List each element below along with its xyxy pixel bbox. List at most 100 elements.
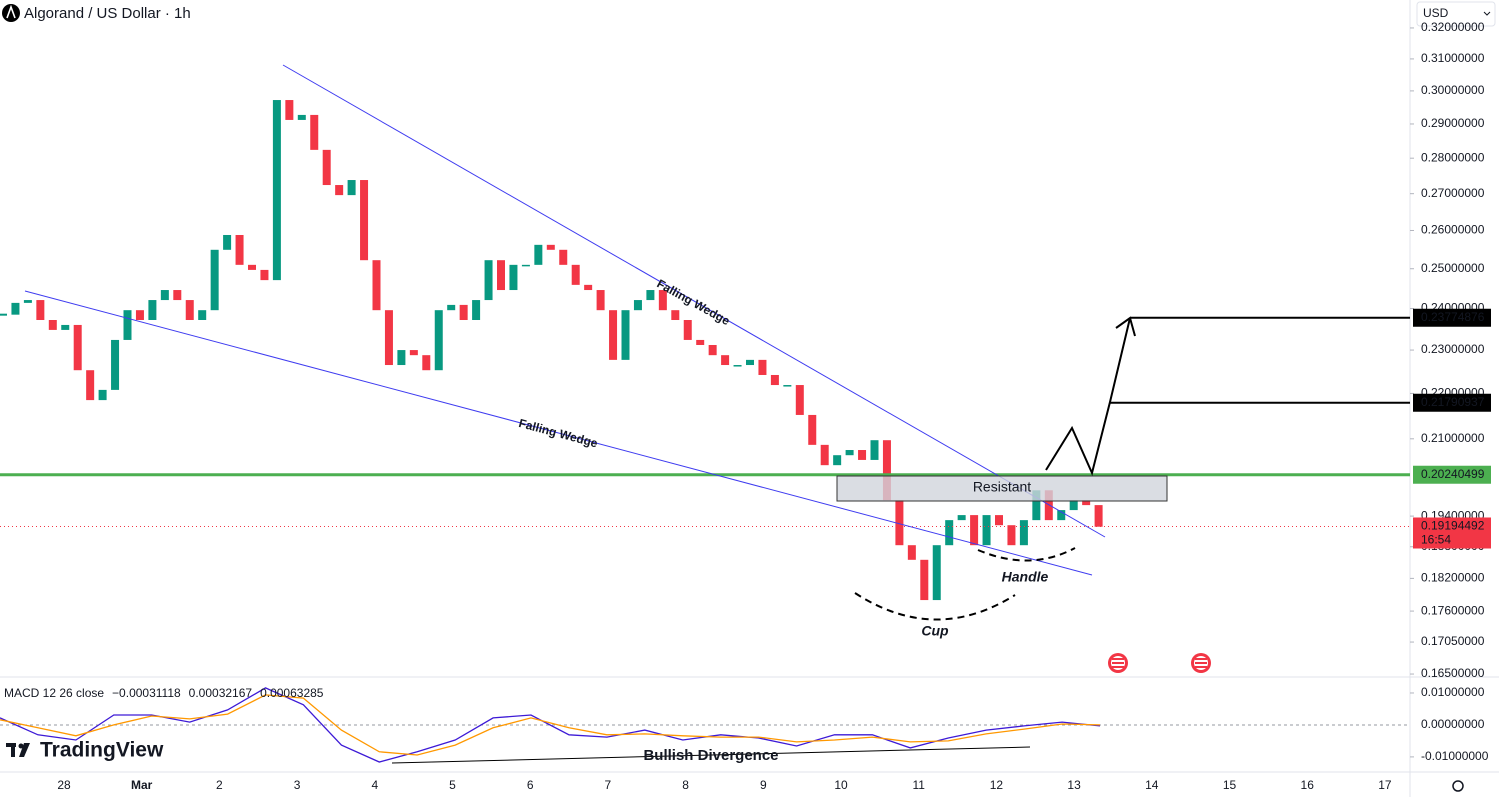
countdown: 16:54 xyxy=(1421,533,1451,547)
candle xyxy=(845,450,854,456)
y-tick-label: 0.27000000 xyxy=(1421,186,1485,200)
candle xyxy=(1057,510,1066,521)
candle xyxy=(23,300,32,303)
price-label: 0.21790937 xyxy=(1421,395,1485,409)
candle xyxy=(708,344,717,356)
candle xyxy=(584,284,593,291)
y-tick-label: 0.01000000 xyxy=(1421,685,1485,699)
candle xyxy=(372,260,381,311)
y-tick-label: 0.32000000 xyxy=(1421,20,1485,34)
x-tick-label: 6 xyxy=(527,778,534,792)
settings-button[interactable] xyxy=(1452,780,1464,792)
y-tick-label: 0.18200000 xyxy=(1421,571,1485,585)
candle xyxy=(696,339,705,345)
y-tick-label: 0.25000000 xyxy=(1421,261,1485,275)
candle xyxy=(970,515,979,546)
candle xyxy=(1082,500,1091,506)
candle xyxy=(173,290,182,301)
candle xyxy=(61,324,70,330)
wedge-lower xyxy=(24,290,1093,576)
candle xyxy=(609,310,618,360)
cup-curve xyxy=(854,592,1016,621)
candle xyxy=(434,310,443,371)
candle xyxy=(671,310,680,321)
price-label-box xyxy=(1413,308,1491,327)
candle xyxy=(148,300,157,321)
projection-arrow xyxy=(1115,316,1136,337)
candle xyxy=(248,264,256,270)
x-tick-label: 13 xyxy=(1067,778,1081,792)
candle xyxy=(559,249,568,265)
candle xyxy=(0,313,7,316)
candle xyxy=(497,260,505,291)
candle xyxy=(646,290,655,301)
x-tick-label: 16 xyxy=(1301,778,1315,792)
price-label: 0.20240499 xyxy=(1421,467,1485,481)
x-tick-label: 11 xyxy=(912,778,925,792)
annotation: Bullish Divergence xyxy=(643,747,778,764)
annotation: Resistant xyxy=(973,479,1031,495)
candle xyxy=(858,450,867,460)
candle xyxy=(683,320,692,340)
candle xyxy=(895,500,904,546)
candle xyxy=(882,440,891,501)
candle xyxy=(472,300,481,321)
candle xyxy=(484,260,493,301)
indicator-title: MACD 12 26 close xyxy=(4,686,104,700)
y-tick-label: 0.23000000 xyxy=(1421,342,1485,356)
y-tick-label: 0.28000000 xyxy=(1421,150,1485,164)
candle xyxy=(758,359,767,375)
candle xyxy=(795,385,804,415)
candle xyxy=(160,290,169,301)
macd-line xyxy=(0,694,1101,756)
annotation: Cup xyxy=(921,623,949,639)
x-tick-label: 8 xyxy=(682,778,689,792)
x-tick-label: 10 xyxy=(834,778,848,792)
candle xyxy=(272,100,281,281)
candle xyxy=(347,180,356,196)
candle xyxy=(360,180,369,261)
x-tick-label: 9 xyxy=(760,778,767,792)
candle xyxy=(957,515,966,521)
candle xyxy=(907,545,916,560)
wedge-upper xyxy=(282,64,1106,538)
y-tick-label: 0.17600000 xyxy=(1421,603,1485,617)
price-label: 0.19194492 xyxy=(1421,519,1485,533)
indicator-value: 0.00063285 xyxy=(260,686,324,700)
candle xyxy=(111,339,120,390)
candle xyxy=(621,310,630,360)
candle xyxy=(123,310,132,340)
annotation: Handle xyxy=(1002,569,1049,585)
symbol-icon-glyph xyxy=(6,4,16,19)
candle xyxy=(633,300,642,311)
candle xyxy=(982,515,991,546)
currency-dropdown-icon[interactable] xyxy=(1483,11,1491,16)
y-tick-label: 0.26000000 xyxy=(1421,223,1485,237)
candle xyxy=(833,455,842,466)
candle xyxy=(135,310,144,321)
candle xyxy=(36,300,45,321)
candle xyxy=(397,350,406,366)
candle xyxy=(658,290,667,311)
candle xyxy=(422,355,431,371)
currency-label[interactable]: USD xyxy=(1423,6,1449,20)
price-label-box xyxy=(1413,465,1491,484)
candle xyxy=(73,324,82,371)
candle xyxy=(322,149,331,186)
handle-curve xyxy=(977,547,1076,562)
candle xyxy=(1094,505,1103,527)
candle xyxy=(920,559,929,601)
price-label-box xyxy=(1413,393,1491,412)
indicator-value: −0.00031118 xyxy=(112,686,181,700)
candle xyxy=(198,310,207,321)
x-tick-label: 17 xyxy=(1378,778,1392,792)
candle xyxy=(447,304,456,311)
candle xyxy=(11,302,20,315)
candle xyxy=(48,320,57,330)
candle xyxy=(1069,500,1078,511)
currency-button[interactable] xyxy=(1416,1,1496,27)
candle xyxy=(783,385,792,387)
candle xyxy=(945,520,954,546)
